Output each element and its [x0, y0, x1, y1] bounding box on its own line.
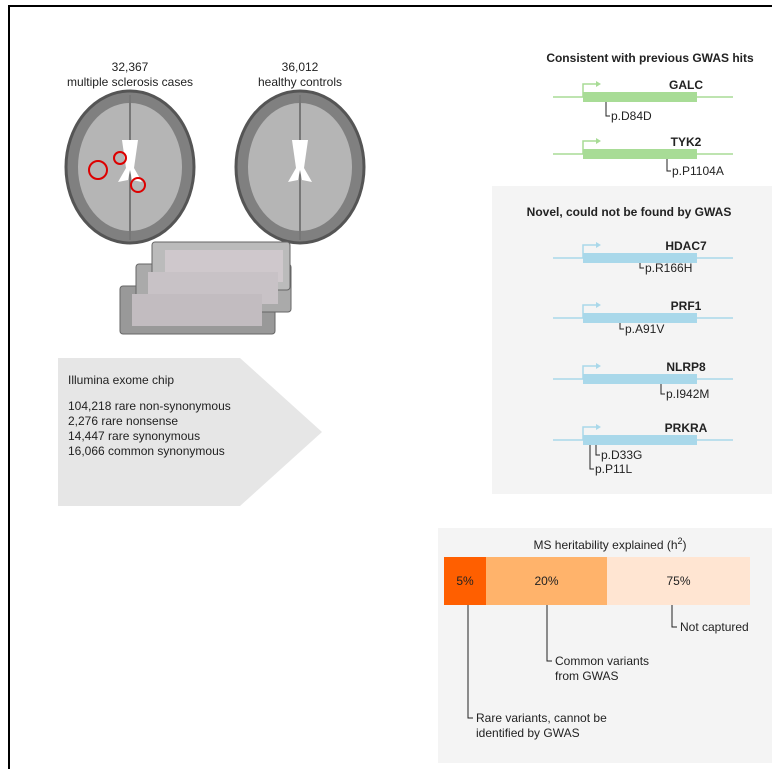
chip-variant: 104,218 rare non-synonymous — [68, 399, 231, 413]
brain-cases — [64, 89, 196, 245]
arrow — [58, 358, 322, 506]
title-part: MS heritability explained (h — [533, 538, 677, 552]
variant-label: p.A91V — [625, 322, 664, 336]
tss-head — [596, 138, 601, 144]
note-text: Rare variants, cannot be — [476, 711, 607, 725]
exome-chips — [119, 241, 292, 335]
variant-bracket — [619, 323, 624, 330]
exon — [583, 435, 697, 445]
note-text: Common variants — [555, 654, 649, 668]
cohort-count: 36,012 — [282, 60, 319, 74]
tss-arrow — [582, 426, 596, 440]
tss-head — [596, 424, 601, 430]
chip-variant: 16,066 common synonymous — [68, 444, 225, 458]
title-part: 2 — [678, 536, 683, 546]
note-text: identified by GWAS — [476, 726, 580, 740]
tss-arrow — [582, 365, 596, 379]
section-title: Novel, could not be found by GWAS — [527, 205, 732, 219]
variant-label: p.P1104A — [672, 164, 724, 178]
tss-head — [596, 363, 601, 369]
variant-label: p.R166H — [645, 261, 692, 275]
tss-arrow — [582, 304, 596, 318]
note-text: Not captured — [680, 620, 749, 634]
segment-label: 75% — [666, 574, 690, 588]
tss-head — [596, 302, 601, 308]
tss-arrow — [582, 140, 596, 154]
note-text: from GWAS — [555, 669, 619, 683]
variant-label: p.I942M — [666, 387, 709, 401]
variant-bracket — [666, 159, 671, 172]
variant-bracket — [595, 445, 600, 456]
chip-variant: 2,276 rare nonsense — [68, 414, 178, 428]
section-title: Consistent with previous GWAS hits — [546, 51, 754, 65]
gene-name: NLRP8 — [666, 360, 706, 374]
note-bracket — [467, 605, 473, 719]
note-bracket — [546, 605, 552, 662]
chip-variant: 14,447 rare synonymous — [68, 429, 200, 443]
title-part: ) — [683, 538, 687, 552]
gene-name: TYK2 — [671, 135, 702, 149]
variant-label: p.D84D — [611, 109, 652, 123]
brain-controls — [234, 89, 366, 245]
tss-arrow — [582, 244, 596, 258]
segment-label: 20% — [534, 574, 558, 588]
gene-name: PRKRA — [665, 421, 708, 435]
tss-head — [596, 81, 601, 87]
variant-label: p.D33G — [601, 448, 642, 462]
variant-bracket — [605, 102, 610, 117]
exon — [583, 374, 697, 384]
exon — [583, 92, 697, 102]
gene-name: GALC — [669, 78, 703, 92]
heritability-segment — [486, 557, 607, 605]
cohort-count: 32,367 — [112, 60, 149, 74]
variant-bracket — [589, 445, 594, 470]
note-bracket — [671, 605, 677, 628]
heritability-segment — [444, 557, 486, 605]
variant-label: p.P11L — [595, 462, 632, 476]
variant-bracket — [639, 263, 644, 269]
cohort-label: multiple sclerosis cases — [67, 75, 193, 89]
exon — [583, 253, 697, 263]
gene-name: HDAC7 — [665, 239, 707, 253]
segment-label: 5% — [456, 574, 474, 588]
chip-title: Illumina exome chip — [68, 373, 174, 387]
heritability-segment — [607, 557, 750, 605]
gene-name: PRF1 — [671, 299, 702, 313]
exon — [583, 149, 697, 159]
heritability-title: MS heritability explained (h2) — [533, 536, 686, 552]
tss-head — [596, 242, 601, 248]
cohort-label: healthy controls — [258, 75, 342, 89]
exon — [583, 313, 697, 323]
variant-bracket — [660, 384, 665, 395]
tss-arrow — [582, 83, 596, 97]
